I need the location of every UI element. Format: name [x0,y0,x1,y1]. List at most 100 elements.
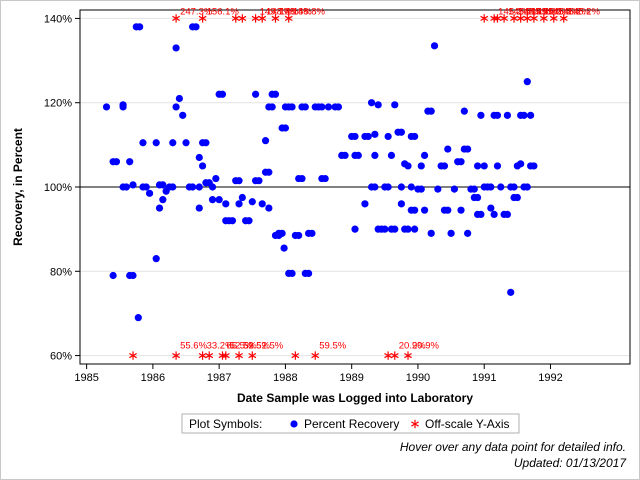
offscale-point[interactable] [523,14,532,23]
data-point[interactable] [195,183,203,191]
data-point[interactable] [397,200,405,208]
data-point[interactable] [447,229,455,237]
data-point[interactable] [245,217,253,225]
data-point[interactable] [159,181,167,189]
data-point[interactable] [464,145,472,153]
data-point[interactable] [119,103,127,111]
data-point[interactable] [387,151,396,159]
data-point[interactable] [301,103,309,111]
data-point[interactable] [351,132,359,141]
data-point[interactable] [248,198,256,206]
data-point[interactable] [420,206,429,214]
data-point[interactable] [457,206,465,214]
data-point[interactable] [527,111,535,119]
data-point[interactable] [182,139,190,147]
offscale-point[interactable] [218,351,227,360]
data-point[interactable] [374,101,382,109]
data-point[interactable] [397,183,405,191]
data-point[interactable] [109,271,117,280]
data-point[interactable] [411,132,419,141]
data-point[interactable] [172,44,180,52]
data-point[interactable] [142,183,150,191]
data-point[interactable] [427,229,435,237]
data-point[interactable] [271,90,280,98]
data-point[interactable] [222,200,230,208]
offscale-point[interactable] [198,351,207,360]
data-point[interactable] [208,196,217,204]
data-point[interactable] [198,162,207,170]
offscale-points[interactable]: 55.6% 33.2%65.5%52.5%52.5%52.5% 59.5% 20.9%… [129,6,601,360]
data-point[interactable] [473,162,482,170]
data-point[interactable] [523,78,531,86]
data-point[interactable] [155,204,164,212]
data-point[interactable] [477,210,485,218]
data-point[interactable] [195,153,203,162]
data-point[interactable] [503,111,512,119]
offscale-point[interactable] [510,14,518,23]
offscale-point[interactable] [311,351,320,360]
data-point[interactable] [235,177,243,185]
data-point[interactable] [169,139,177,147]
data-point[interactable] [444,145,452,153]
data-point[interactable] [288,269,296,277]
data-point[interactable] [427,107,435,115]
data-point[interactable] [218,90,227,98]
data-point[interactable] [407,183,415,191]
data-point[interactable] [215,196,223,204]
data-point[interactable] [391,101,399,109]
data-point[interactable] [152,255,160,263]
data-point[interactable] [404,225,412,233]
data-point[interactable] [189,183,197,191]
data-point[interactable] [497,183,505,191]
data-point[interactable] [460,107,468,115]
data-point[interactable] [417,162,425,170]
data-point[interactable] [192,23,200,31]
offscale-point[interactable] [291,351,300,360]
data-point[interactable] [371,183,379,191]
data-point[interactable] [172,103,180,111]
data-point[interactable] [136,23,144,31]
data-point[interactable] [361,200,369,208]
offscale-point[interactable] [480,14,489,23]
data-point[interactable] [450,185,458,193]
data-point[interactable] [145,189,154,197]
data-point[interactable] [351,225,359,233]
offscale-point[interactable] [172,351,181,360]
data-point[interactable] [134,314,142,322]
data-point[interactable] [397,128,405,136]
offscale-point[interactable] [549,14,558,23]
data-point[interactable] [280,244,288,252]
data-point[interactable] [179,111,187,119]
offscale-point[interactable] [231,14,240,23]
offscale-point[interactable] [529,14,538,23]
data-point[interactable] [212,174,220,183]
data-point[interactable] [457,158,465,166]
data-point[interactable] [112,158,121,166]
data-point[interactable] [268,103,276,111]
data-point[interactable] [308,229,316,237]
offscale-point[interactable] [271,14,280,23]
data-point[interactable] [434,185,442,193]
offscale-point[interactable] [500,14,509,23]
data-point[interactable] [235,200,243,208]
data-point[interactable] [354,151,362,159]
data-point[interactable] [126,158,134,166]
data-point[interactable] [411,225,419,233]
data-point[interactable] [417,185,425,193]
data-points[interactable] [102,23,538,322]
data-point[interactable] [152,139,160,147]
data-point[interactable] [364,132,372,141]
offscale-point[interactable] [248,351,257,360]
data-point[interactable] [139,139,147,147]
offscale-point[interactable] [221,351,230,360]
offscale-point[interactable] [390,351,399,360]
data-point[interactable] [493,111,502,119]
data-point[interactable] [464,229,472,237]
data-point[interactable] [228,217,237,225]
offscale-point[interactable] [404,351,412,360]
data-point[interactable] [281,124,290,132]
data-point[interactable] [503,210,512,218]
data-point[interactable] [490,210,498,218]
offscale-point[interactable] [172,14,181,23]
data-point[interactable] [473,193,482,202]
